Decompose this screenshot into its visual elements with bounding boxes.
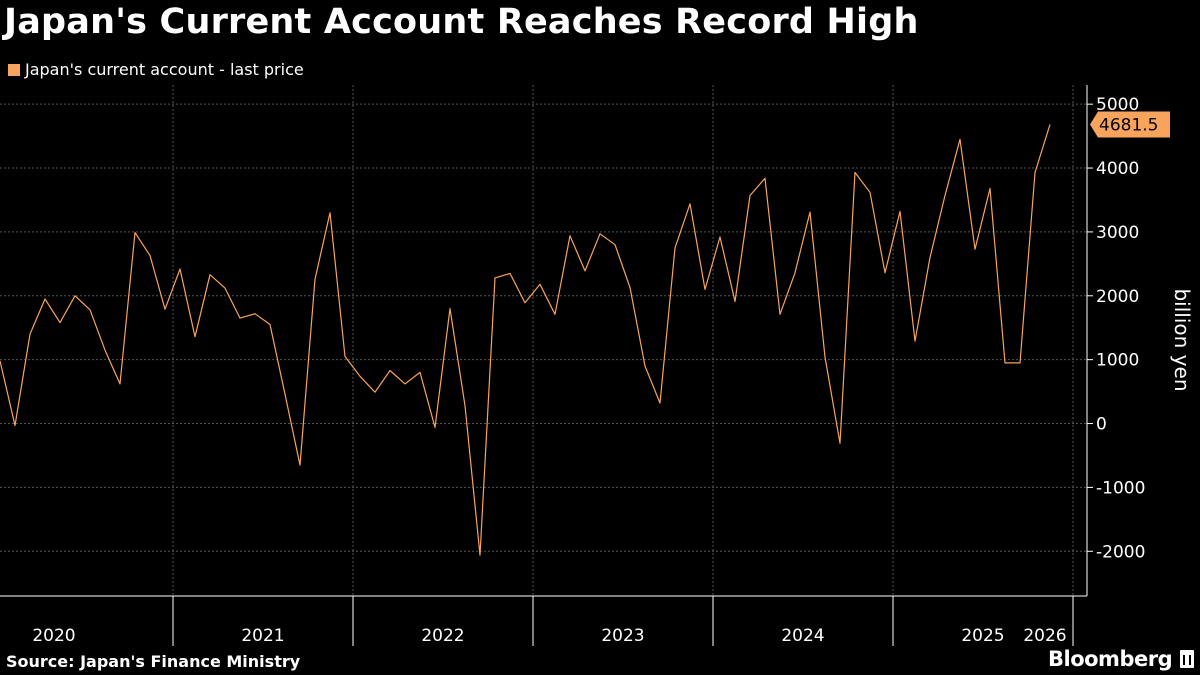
y-axis-label: billion yen <box>1170 288 1194 391</box>
legend: Japan's current account - last price <box>8 60 304 79</box>
bloomberg-terminal-icon <box>1180 650 1195 668</box>
y-tick-label: 0 <box>1096 415 1107 435</box>
x-tick-label: 2025 <box>961 626 1004 646</box>
source-note: Source: Japan's Finance Ministry <box>6 652 301 671</box>
x-tick-label: 2021 <box>241 626 284 646</box>
x-tick-label: 2023 <box>601 626 644 646</box>
bloomberg-logo: Bloomberg <box>1048 647 1195 671</box>
x-tick-label: 2024 <box>781 626 824 646</box>
y-tick-label: 5000 <box>1096 95 1139 115</box>
x-tick-label: 2020 <box>32 626 75 646</box>
last-value-label: 4681.5 <box>1099 116 1158 136</box>
legend-swatch <box>8 63 20 76</box>
last-value-tag <box>1090 111 1170 138</box>
y-tick-label: -1000 <box>1096 478 1145 498</box>
y-tick-label: -2000 <box>1096 542 1145 562</box>
x-tick-label: 2026 <box>1023 626 1066 646</box>
y-tick-label: 2000 <box>1096 287 1139 307</box>
chart-title: Japan's Current Account Reaches Record H… <box>4 2 919 42</box>
y-tick-label: 3000 <box>1096 223 1139 243</box>
y-tick-label: 1000 <box>1096 351 1139 371</box>
x-tick-label: 2022 <box>421 626 464 646</box>
series-line <box>0 124 1051 556</box>
y-tick-label: 4000 <box>1096 159 1139 179</box>
legend-label: Japan's current account - last price <box>25 60 304 79</box>
brand-name: Bloomberg <box>1048 647 1173 671</box>
